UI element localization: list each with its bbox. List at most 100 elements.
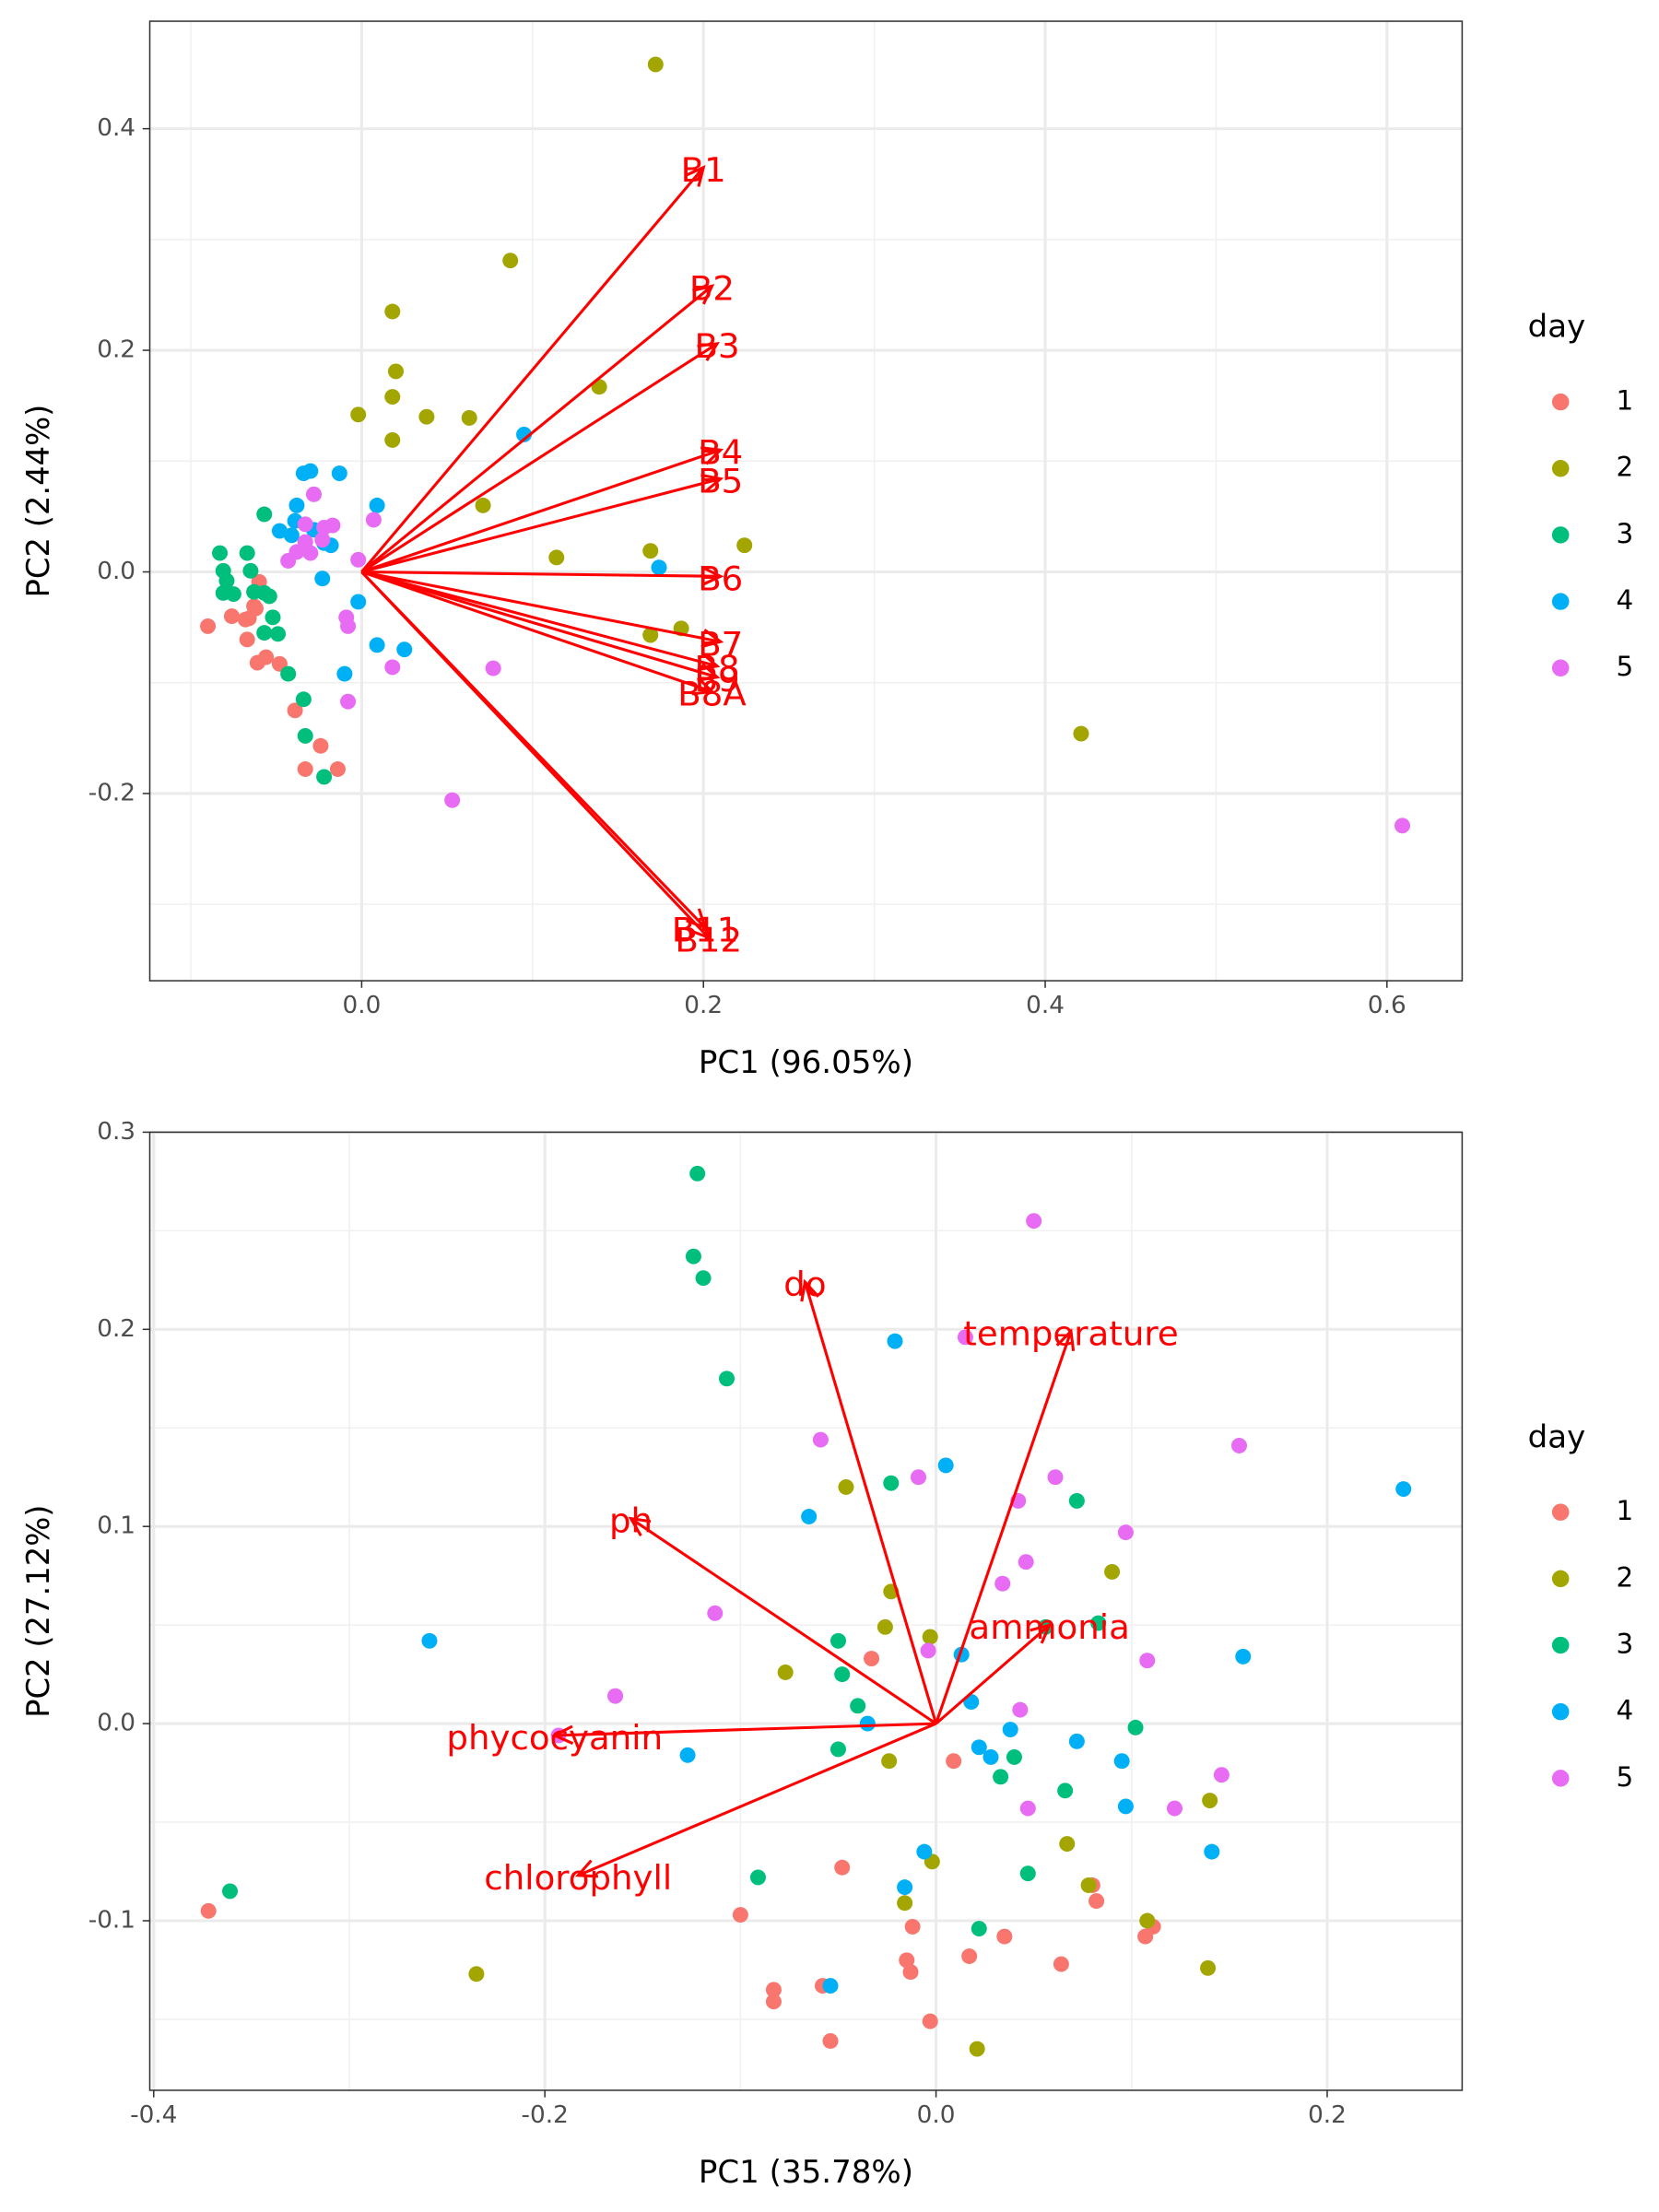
point: [812, 1431, 829, 1448]
point: [350, 551, 367, 568]
point: [287, 702, 303, 719]
point: [1139, 1653, 1156, 1669]
point: [225, 586, 241, 602]
arrow-head: [700, 629, 724, 649]
point: [719, 1371, 735, 1387]
loading-arrow: [360, 571, 712, 693]
chart: -0.4 -0.2 0.0 0.2 -0.1 0.0 0.1 0.2 0.3 do temperat…: [20, 1118, 1634, 2190]
point: [295, 691, 312, 708]
y-tick-label: 0.2: [97, 1315, 135, 1343]
legend-label: 1: [1617, 385, 1634, 417]
point: [830, 1632, 846, 1649]
arrow-label: do: [783, 1265, 826, 1304]
arrow-label: B2: [689, 269, 735, 309]
point: [265, 609, 281, 626]
point: [369, 637, 385, 653]
loading-arrow: [361, 570, 721, 578]
point: [647, 56, 664, 73]
legend-label: 3: [1617, 518, 1634, 549]
legend-key: [1551, 1503, 1570, 1521]
point: [302, 463, 319, 479]
point: [314, 571, 331, 587]
point: [1117, 1798, 1134, 1815]
panel: [149, 21, 1463, 982]
arrow-head: [697, 341, 721, 362]
point: [642, 543, 659, 559]
y-tick-label: 0.2: [97, 336, 135, 364]
y-tick-label: 0.0: [97, 1710, 135, 1737]
arrow-head: [1055, 1328, 1076, 1351]
point: [1006, 1749, 1022, 1765]
loading-arrow: [360, 342, 718, 573]
point: [957, 1329, 973, 1346]
point: [695, 1270, 712, 1287]
point: [1019, 1800, 1036, 1817]
point: [765, 1994, 782, 2010]
loading-arrow: [360, 166, 705, 573]
point: [1012, 1701, 1029, 1718]
point: [651, 559, 667, 576]
point: [246, 598, 263, 615]
point: [461, 409, 477, 426]
point: [200, 1902, 217, 1919]
point: [1053, 1956, 1069, 1972]
point: [910, 1469, 926, 1486]
point: [340, 693, 357, 710]
point: [1073, 725, 1089, 742]
point: [1139, 1912, 1156, 1929]
point: [1204, 1843, 1220, 1860]
point: [1395, 1481, 1412, 1498]
point: [396, 641, 413, 658]
point: [899, 1952, 915, 1969]
point: [946, 1753, 962, 1770]
arrow-head: [701, 566, 724, 586]
point: [1113, 1753, 1130, 1770]
point: [1018, 1554, 1034, 1571]
point: [468, 1966, 485, 1983]
point: [749, 1869, 766, 1886]
point: [922, 2013, 938, 2030]
arrow-label: B5: [698, 462, 743, 501]
arrow-head: [551, 1724, 574, 1746]
point: [1068, 1733, 1085, 1749]
legend-label: 5: [1617, 651, 1634, 682]
point: [765, 1982, 782, 1998]
point: [1047, 1469, 1064, 1486]
point: [1088, 1893, 1105, 1910]
point: [994, 1575, 1011, 1592]
legend-label: 2: [1617, 452, 1634, 483]
point: [822, 1978, 839, 1994]
x-tick-label: 0.0: [917, 2101, 956, 2129]
legend-label: 4: [1617, 584, 1634, 616]
point: [331, 465, 347, 481]
point: [1200, 1959, 1217, 1976]
legend-key: [1551, 393, 1570, 411]
point: [1080, 1877, 1097, 1893]
point: [280, 665, 297, 682]
point: [607, 1688, 624, 1704]
point: [280, 553, 297, 569]
legend-label: 1: [1617, 1495, 1634, 1526]
panel-border: [148, 20, 1464, 982]
point: [384, 659, 401, 676]
point: [859, 1715, 876, 1732]
x-axis-title: PC1 (96.05%): [699, 1044, 913, 1080]
point: [916, 1843, 933, 1860]
arrow-head: [684, 165, 706, 187]
loading-arrow: [554, 1722, 936, 1737]
x-tick-label: 0.4: [1026, 992, 1065, 1019]
legend-title: day: [1528, 309, 1586, 345]
loading-arrow: [360, 571, 718, 679]
point: [365, 512, 382, 528]
point: [732, 1907, 748, 1924]
arrow-head: [700, 473, 724, 493]
point: [679, 1747, 696, 1763]
arrow-label: B4: [698, 432, 743, 472]
point: [258, 649, 275, 665]
loading-arrow: [361, 571, 722, 643]
point: [271, 523, 288, 539]
point: [485, 660, 501, 677]
point: [1068, 1492, 1085, 1509]
x-tick-label: -0.4: [130, 2101, 177, 2129]
point: [971, 1921, 987, 1936]
